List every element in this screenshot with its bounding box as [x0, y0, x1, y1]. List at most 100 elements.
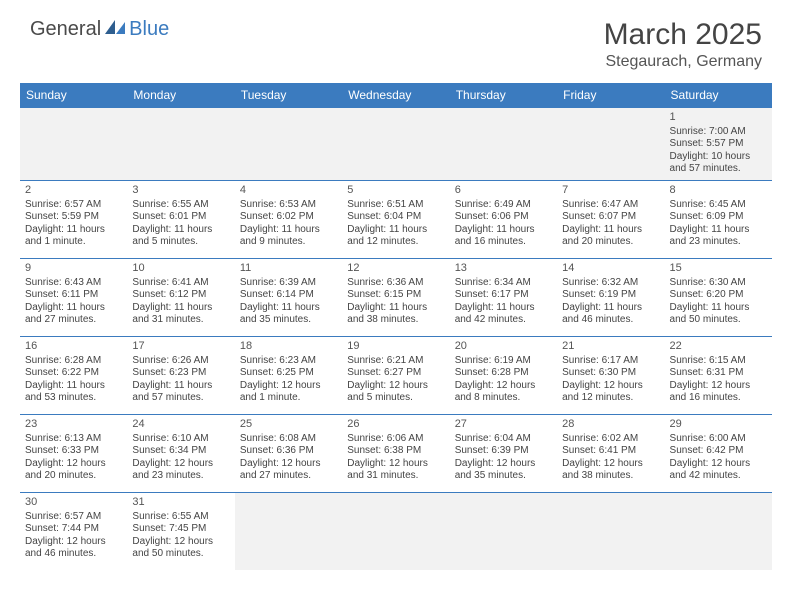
day-number: 10: [132, 262, 229, 276]
calendar-cell: 28Sunrise: 6:02 AMSunset: 6:41 PMDayligh…: [557, 414, 664, 492]
calendar-cell: [450, 492, 557, 570]
calendar-cell: 6Sunrise: 6:49 AMSunset: 6:06 PMDaylight…: [450, 180, 557, 258]
calendar-cell: 11Sunrise: 6:39 AMSunset: 6:14 PMDayligh…: [235, 258, 342, 336]
sunset-text: Sunset: 6:06 PM: [455, 211, 552, 224]
calendar-cell: 3Sunrise: 6:55 AMSunset: 6:01 PMDaylight…: [127, 180, 234, 258]
daylight-text: Daylight: 12 hours and 38 minutes.: [562, 458, 659, 483]
calendar-cell: 27Sunrise: 6:04 AMSunset: 6:39 PMDayligh…: [450, 414, 557, 492]
day-number: 14: [562, 262, 659, 276]
col-saturday: Saturday: [665, 83, 772, 108]
daylight-text: Daylight: 12 hours and 23 minutes.: [132, 458, 229, 483]
day-number: 16: [25, 340, 122, 354]
calendar-cell: 7Sunrise: 6:47 AMSunset: 6:07 PMDaylight…: [557, 180, 664, 258]
daylight-text: Daylight: 11 hours and 42 minutes.: [455, 302, 552, 327]
location-label: Stegaurach, Germany: [604, 53, 762, 71]
day-number: 17: [132, 340, 229, 354]
daylight-text: Daylight: 12 hours and 16 minutes.: [670, 380, 767, 405]
sunrise-text: Sunrise: 6:21 AM: [347, 355, 444, 368]
sunset-text: Sunset: 6:28 PM: [455, 367, 552, 380]
sunrise-text: Sunrise: 6:45 AM: [670, 199, 767, 212]
sunrise-text: Sunrise: 6:28 AM: [25, 355, 122, 368]
daylight-text: Daylight: 11 hours and 50 minutes.: [670, 302, 767, 327]
day-number: 9: [25, 262, 122, 276]
day-number: 25: [240, 418, 337, 432]
calendar-cell: 19Sunrise: 6:21 AMSunset: 6:27 PMDayligh…: [342, 336, 449, 414]
day-number: 21: [562, 340, 659, 354]
sunrise-text: Sunrise: 6:19 AM: [455, 355, 552, 368]
daylight-text: Daylight: 12 hours and 20 minutes.: [25, 458, 122, 483]
calendar-cell: 2Sunrise: 6:57 AMSunset: 5:59 PMDaylight…: [20, 180, 127, 258]
day-number: 15: [670, 262, 767, 276]
calendar-cell: 15Sunrise: 6:30 AMSunset: 6:20 PMDayligh…: [665, 258, 772, 336]
calendar-row: 2Sunrise: 6:57 AMSunset: 5:59 PMDaylight…: [20, 180, 772, 258]
sunset-text: Sunset: 6:17 PM: [455, 289, 552, 302]
day-number: 6: [455, 184, 552, 198]
header: General Blue March 2025 Stegaurach, Germ…: [0, 0, 792, 79]
sunrise-text: Sunrise: 6:10 AM: [132, 433, 229, 446]
sunrise-text: Sunrise: 6:02 AM: [562, 433, 659, 446]
day-header-row: Sunday Monday Tuesday Wednesday Thursday…: [20, 83, 772, 108]
calendar-cell: 13Sunrise: 6:34 AMSunset: 6:17 PMDayligh…: [450, 258, 557, 336]
calendar-cell: [665, 492, 772, 570]
daylight-text: Daylight: 11 hours and 53 minutes.: [25, 380, 122, 405]
day-number: 13: [455, 262, 552, 276]
col-monday: Monday: [127, 83, 234, 108]
calendar-cell: 20Sunrise: 6:19 AMSunset: 6:28 PMDayligh…: [450, 336, 557, 414]
calendar-cell: [342, 108, 449, 181]
calendar-row: 16Sunrise: 6:28 AMSunset: 6:22 PMDayligh…: [20, 336, 772, 414]
sunrise-text: Sunrise: 6:32 AM: [562, 277, 659, 290]
daylight-text: Daylight: 11 hours and 38 minutes.: [347, 302, 444, 327]
calendar-cell: 17Sunrise: 6:26 AMSunset: 6:23 PMDayligh…: [127, 336, 234, 414]
sunrise-text: Sunrise: 6:30 AM: [670, 277, 767, 290]
day-number: 1: [670, 111, 767, 125]
daylight-text: Daylight: 12 hours and 5 minutes.: [347, 380, 444, 405]
daylight-text: Daylight: 11 hours and 35 minutes.: [240, 302, 337, 327]
daylight-text: Daylight: 12 hours and 35 minutes.: [455, 458, 552, 483]
sunset-text: Sunset: 7:45 PM: [132, 523, 229, 536]
calendar-cell: 18Sunrise: 6:23 AMSunset: 6:25 PMDayligh…: [235, 336, 342, 414]
calendar-body: 1Sunrise: 7:00 AMSunset: 5:57 PMDaylight…: [20, 108, 772, 571]
title-area: March 2025 Stegaurach, Germany: [604, 18, 762, 71]
col-sunday: Sunday: [20, 83, 127, 108]
day-number: 18: [240, 340, 337, 354]
sunset-text: Sunset: 6:27 PM: [347, 367, 444, 380]
day-number: 5: [347, 184, 444, 198]
day-number: 23: [25, 418, 122, 432]
calendar-cell: 9Sunrise: 6:43 AMSunset: 6:11 PMDaylight…: [20, 258, 127, 336]
daylight-text: Daylight: 10 hours and 57 minutes.: [670, 151, 767, 176]
day-number: 31: [132, 496, 229, 510]
day-number: 20: [455, 340, 552, 354]
daylight-text: Daylight: 11 hours and 23 minutes.: [670, 224, 767, 249]
sunrise-text: Sunrise: 6:06 AM: [347, 433, 444, 446]
calendar-cell: [342, 492, 449, 570]
sunrise-text: Sunrise: 6:00 AM: [670, 433, 767, 446]
sunset-text: Sunset: 6:22 PM: [25, 367, 122, 380]
col-friday: Friday: [557, 83, 664, 108]
logo: General Blue: [30, 18, 169, 41]
sunrise-text: Sunrise: 6:55 AM: [132, 511, 229, 524]
calendar-cell: 10Sunrise: 6:41 AMSunset: 6:12 PMDayligh…: [127, 258, 234, 336]
sunset-text: Sunset: 6:01 PM: [132, 211, 229, 224]
day-number: 19: [347, 340, 444, 354]
day-number: 29: [670, 418, 767, 432]
calendar-cell: 21Sunrise: 6:17 AMSunset: 6:30 PMDayligh…: [557, 336, 664, 414]
day-number: 28: [562, 418, 659, 432]
daylight-text: Daylight: 12 hours and 1 minute.: [240, 380, 337, 405]
calendar-cell: 1Sunrise: 7:00 AMSunset: 5:57 PMDaylight…: [665, 108, 772, 181]
day-number: 11: [240, 262, 337, 276]
daylight-text: Daylight: 12 hours and 12 minutes.: [562, 380, 659, 405]
calendar-cell: 25Sunrise: 6:08 AMSunset: 6:36 PMDayligh…: [235, 414, 342, 492]
calendar-cell: 31Sunrise: 6:55 AMSunset: 7:45 PMDayligh…: [127, 492, 234, 570]
daylight-text: Daylight: 11 hours and 57 minutes.: [132, 380, 229, 405]
daylight-text: Daylight: 11 hours and 31 minutes.: [132, 302, 229, 327]
daylight-text: Daylight: 12 hours and 50 minutes.: [132, 536, 229, 561]
sunset-text: Sunset: 6:20 PM: [670, 289, 767, 302]
sunset-text: Sunset: 6:12 PM: [132, 289, 229, 302]
sunset-text: Sunset: 6:39 PM: [455, 445, 552, 458]
day-number: 7: [562, 184, 659, 198]
calendar-cell: 23Sunrise: 6:13 AMSunset: 6:33 PMDayligh…: [20, 414, 127, 492]
sunset-text: Sunset: 6:23 PM: [132, 367, 229, 380]
daylight-text: Daylight: 12 hours and 31 minutes.: [347, 458, 444, 483]
calendar-row: 30Sunrise: 6:57 AMSunset: 7:44 PMDayligh…: [20, 492, 772, 570]
logo-text-blue: Blue: [129, 18, 169, 41]
